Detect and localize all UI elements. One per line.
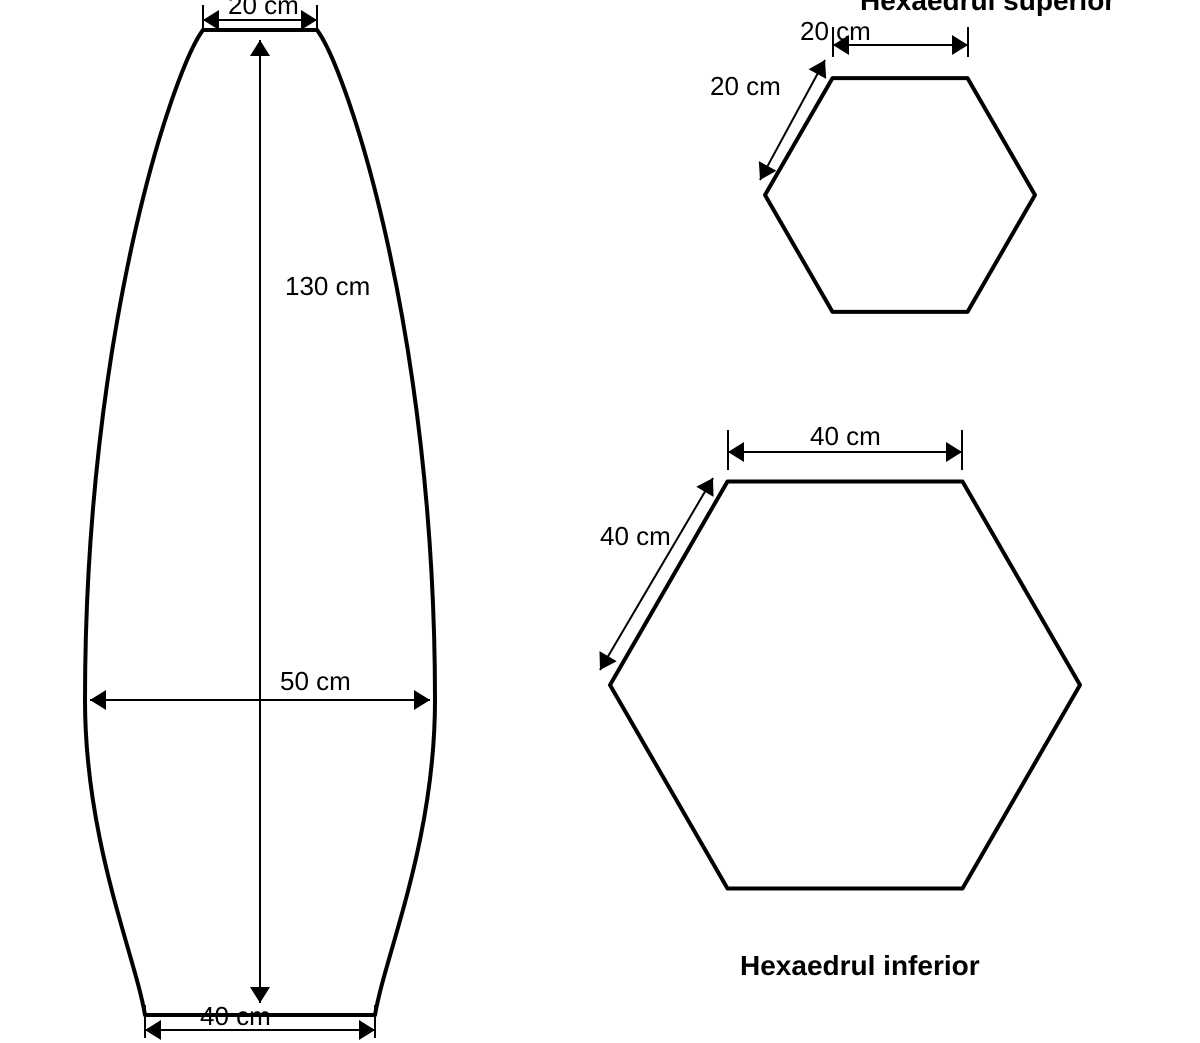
svg-text:40 cm: 40 cm	[200, 1001, 271, 1031]
dim-body-height: 130 cm	[250, 40, 370, 1003]
svg-text:20 cm: 20 cm	[710, 71, 781, 101]
svg-text:130 cm: 130 cm	[285, 271, 370, 301]
hexagon-top: Hexaedrul superior	[765, 0, 1115, 312]
dim-hex-bottom-side: 40 cm	[599, 478, 713, 670]
dim-body-top: 20 cm	[203, 0, 317, 30]
hex-bottom-title: Hexaedrul inferior	[740, 950, 980, 981]
svg-text:20 cm: 20 cm	[228, 0, 299, 20]
dim-hex-top-top: 20 cm	[800, 16, 968, 57]
svg-text:40 cm: 40 cm	[810, 421, 881, 451]
hexagon-bottom: Hexaedrul inferior	[610, 481, 1080, 981]
svg-text:50 cm: 50 cm	[280, 666, 351, 696]
dim-body-bottom: 40 cm	[145, 1001, 375, 1040]
dim-hex-bottom-top: 40 cm	[728, 421, 962, 470]
svg-text:20 cm: 20 cm	[800, 16, 871, 46]
svg-text:40 cm: 40 cm	[600, 521, 671, 551]
hex-top-title: Hexaedrul superior	[860, 0, 1115, 16]
